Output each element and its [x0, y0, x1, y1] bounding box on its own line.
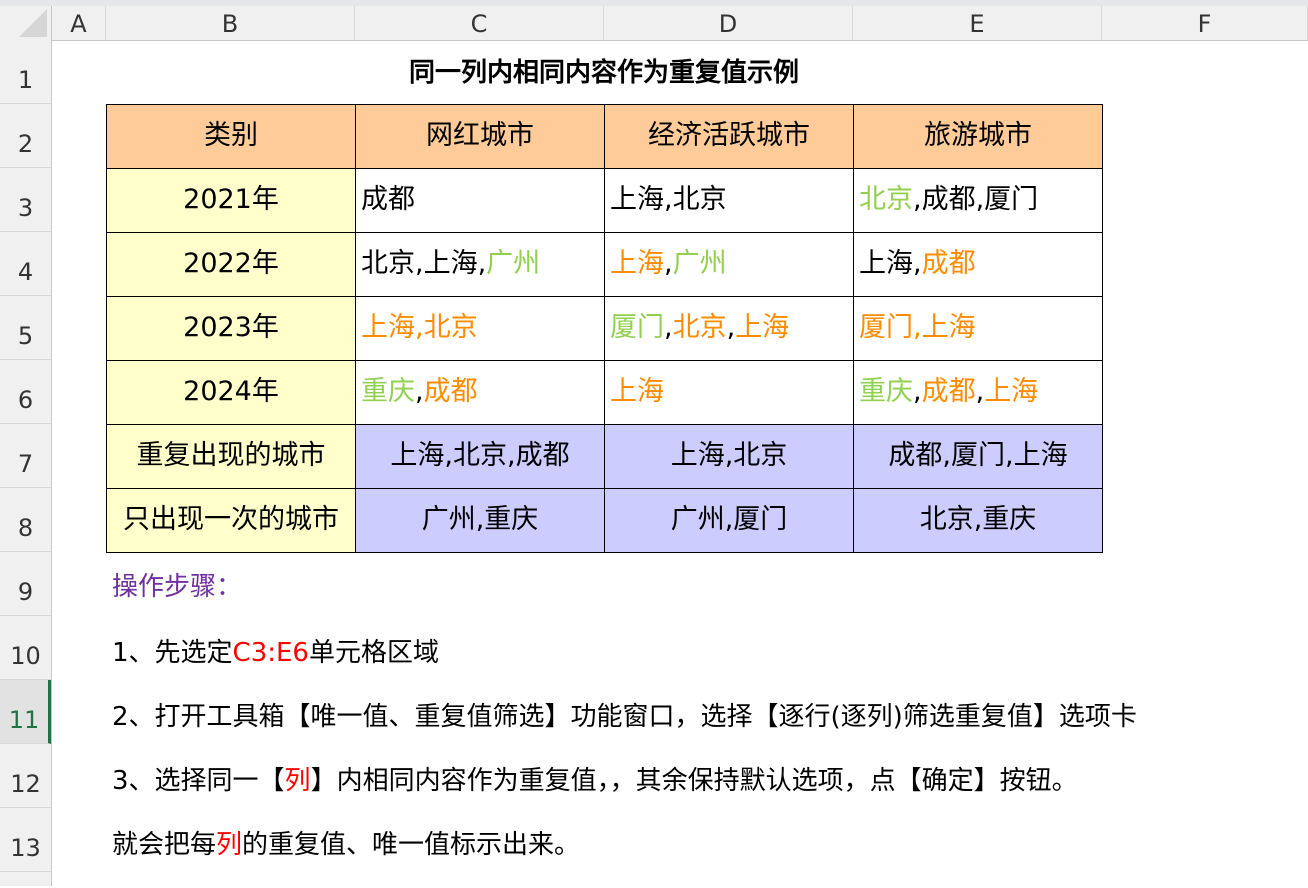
city-text: 成都	[361, 184, 415, 215]
city-text: 重庆	[859, 376, 913, 407]
city-cell[interactable]: 上海,广州	[604, 232, 854, 297]
city-text: 成都	[423, 376, 478, 407]
step-text: 的重复值、唯一值标示出来。	[242, 830, 581, 860]
city-cell[interactable]: 北京,成都,厦门	[853, 168, 1103, 233]
city-text: ,成都,厦门	[913, 184, 1039, 215]
city-text: 上海	[610, 376, 664, 407]
header-cell[interactable]: 经济活跃城市	[604, 104, 854, 169]
row-header-2[interactable]: 2	[0, 104, 51, 168]
step-text: 单元格区域	[308, 638, 439, 668]
city-cell[interactable]: 厦门,北京,上海	[604, 296, 854, 361]
city-cell[interactable]: 重庆,成都,上海	[853, 360, 1103, 425]
city-text: 北京	[859, 184, 913, 215]
dup-cell[interactable]: 上海,北京,成都	[355, 424, 605, 489]
step-1: 1、先选定C3:E6单元格区域	[112, 632, 439, 669]
city-text: 上海,北京	[610, 184, 727, 215]
row-header-8[interactable]: 8	[0, 488, 51, 552]
step-2: 2、打开工具箱【唯一值、重复值筛选】功能窗口，选择【逐行(逐列)筛选重复值】选项…	[112, 702, 1137, 732]
city-text: 广州	[672, 248, 727, 279]
step-3: 3、选择同一【列】内相同内容作为重复值，，其余保持默认选项，点【确定】按钮。	[112, 760, 1078, 797]
uniq-cell[interactable]: 广州,厦门	[604, 488, 854, 553]
city-text: ,	[726, 312, 736, 343]
column-header-D[interactable]: D	[604, 6, 853, 40]
city-text: ,	[415, 376, 424, 407]
city-text: 上海	[735, 312, 790, 343]
column-header-B[interactable]: B	[106, 6, 355, 40]
city-text: 重庆	[361, 376, 415, 407]
city-text: 厦门	[610, 312, 664, 343]
row-header-4[interactable]: 4	[0, 232, 51, 296]
header-cell[interactable]: 旅游城市	[853, 104, 1103, 169]
row-header-12[interactable]: 12	[0, 744, 51, 808]
year-cell[interactable]: 2022年	[106, 232, 356, 297]
select-all-button[interactable]	[0, 6, 52, 40]
step-4: 就会把每列的重复值、唯一值标示出来。	[112, 824, 580, 861]
city-text: ,	[975, 376, 985, 407]
city-cell[interactable]: 上海,成都	[853, 232, 1103, 297]
column-header-E[interactable]: E	[853, 6, 1102, 40]
step-text: 1、先选定	[112, 638, 233, 668]
dup-cell[interactable]: 成都,厦门,上海	[853, 424, 1103, 489]
city-cell[interactable]: 重庆,成都	[355, 360, 605, 425]
column-header-A[interactable]: A	[52, 6, 106, 40]
range-ref: C3:E6	[232, 638, 309, 668]
row-header-9[interactable]: 9	[0, 552, 51, 616]
city-text: ,	[664, 312, 673, 343]
uniq-cell[interactable]: 北京,重庆	[853, 488, 1103, 553]
row-header-10[interactable]: 10	[0, 616, 51, 680]
uniq-cell[interactable]: 广州,重庆	[355, 488, 605, 553]
city-cell[interactable]: 北京,上海,广州	[355, 232, 605, 297]
row-header-13[interactable]: 13	[0, 808, 51, 872]
row-header-1[interactable]: 1	[0, 40, 51, 104]
step-text: 3、选择同一【	[112, 766, 285, 796]
city-text: 上海	[610, 248, 664, 279]
row-header-3[interactable]: 3	[0, 168, 51, 232]
header-cell[interactable]: 类别	[106, 104, 356, 169]
city-text: 北京,上海,	[361, 248, 487, 279]
city-text: 厦门,上海	[859, 312, 976, 343]
city-cell[interactable]: 上海,北京	[355, 296, 605, 361]
city-cell[interactable]: 厦门,上海	[853, 296, 1103, 361]
city-text: 北京	[672, 312, 727, 343]
dup-cell[interactable]: 上海,北京	[604, 424, 854, 489]
column-header-C[interactable]: C	[355, 6, 604, 40]
toolbar-strip	[0, 0, 1308, 6]
step-text: 】内相同内容作为重复值，，其余保持默认选项，点【确定】按钮。	[310, 766, 1078, 796]
city-text: 广州	[486, 248, 541, 279]
city-text: ,	[913, 376, 922, 407]
city-cell[interactable]: 成都	[355, 168, 605, 233]
city-text: 上海	[984, 376, 1039, 407]
highlight-word: 列	[284, 766, 311, 796]
header-cell[interactable]: 网红城市	[355, 104, 605, 169]
city-text: 成都	[921, 376, 976, 407]
row-header-5[interactable]: 5	[0, 296, 51, 360]
city-cell[interactable]: 上海	[604, 360, 854, 425]
city-text: 上海,	[859, 248, 922, 279]
column-headers	[0, 6, 1308, 41]
year-cell[interactable]: 2023年	[106, 296, 356, 361]
city-text: 上海,北京	[361, 312, 478, 343]
steps-heading: 操作步骤：	[112, 572, 243, 602]
city-text: ,	[664, 248, 673, 279]
dup-label-cell[interactable]: 重复出现的城市	[106, 424, 356, 489]
year-cell[interactable]: 2021年	[106, 168, 356, 233]
row-header-7[interactable]: 7	[0, 424, 51, 488]
row-header-11[interactable]: 11	[0, 680, 51, 744]
step-text: 就会把每	[112, 830, 217, 860]
city-text: 成都	[921, 248, 976, 279]
row-headers	[0, 40, 52, 886]
uniq-label-cell[interactable]: 只出现一次的城市	[106, 488, 356, 553]
city-cell[interactable]: 上海,北京	[604, 168, 854, 233]
year-cell[interactable]: 2024年	[106, 360, 356, 425]
column-header-F[interactable]: F	[1102, 6, 1308, 40]
row-header-6[interactable]: 6	[0, 360, 51, 424]
sheet-title: 同一列内相同内容作为重复值示例	[408, 58, 799, 88]
highlight-word: 列	[216, 830, 243, 860]
